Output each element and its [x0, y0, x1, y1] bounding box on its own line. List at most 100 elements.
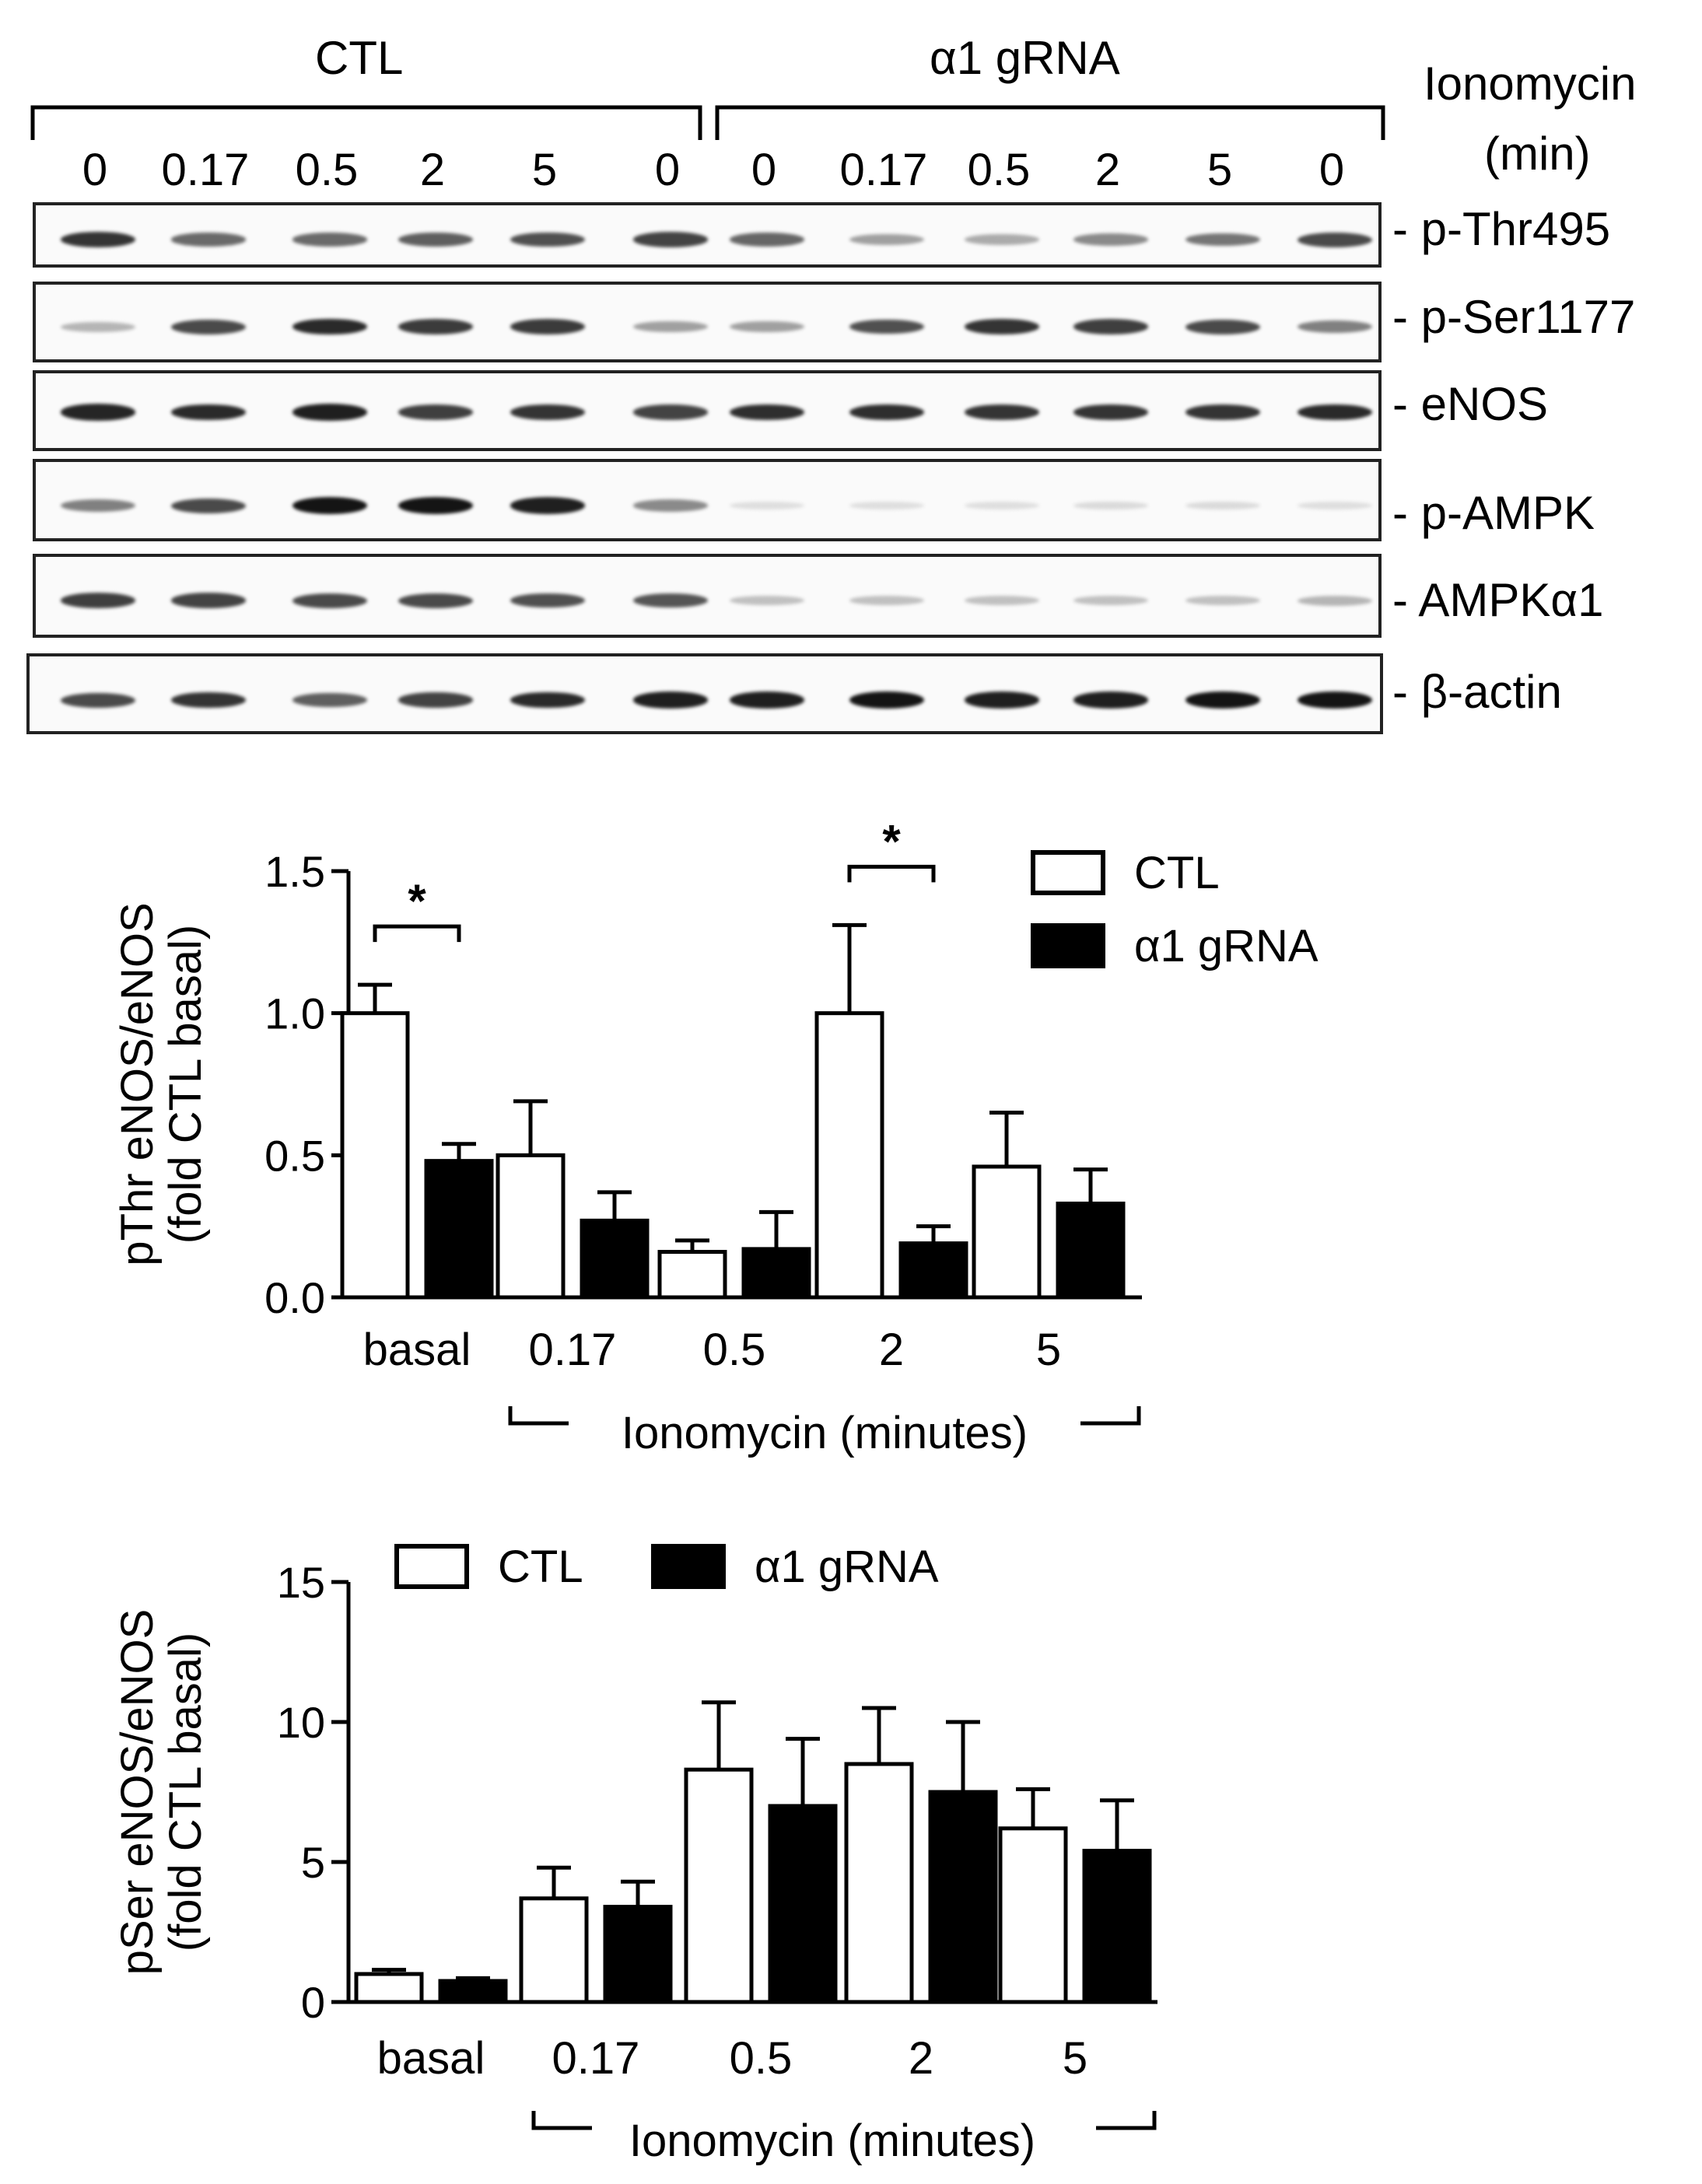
x-tick-label: 5	[1036, 1325, 1061, 1375]
blot-band	[1185, 501, 1260, 510]
blot-band	[61, 499, 135, 512]
bar	[496, 1153, 566, 1300]
x-group-bracket-right	[1080, 1406, 1141, 1426]
blot-band	[965, 595, 1039, 606]
blot-band	[171, 498, 246, 513]
blot-band	[1185, 691, 1260, 709]
lane-label: 0	[751, 145, 777, 195]
blot-band	[510, 691, 585, 709]
pthr-ylabel-sub: (fold CTL basal)	[160, 925, 211, 1244]
group-label-ctl: CTL	[315, 32, 404, 84]
legend-swatch	[651, 1544, 726, 1589]
blot-band	[633, 499, 708, 512]
blot-band	[398, 233, 473, 247]
bar	[898, 1241, 968, 1300]
bar	[844, 1762, 914, 2004]
blot-band	[730, 320, 804, 333]
x-tick-label: basal	[377, 2033, 485, 2084]
x-tick-label: 5	[1063, 2033, 1087, 2084]
blot-band	[1073, 691, 1148, 709]
y-tick-label: 0.5	[264, 1131, 325, 1180]
legend-label: α1 gRNA	[1134, 921, 1319, 971]
blot-band	[171, 691, 246, 709]
group-brackets	[30, 105, 1385, 140]
blot-band	[1185, 404, 1260, 421]
y-tick-label: 1.0	[264, 989, 325, 1038]
legend-label: CTL	[1134, 848, 1220, 898]
x-group-bracket-left	[531, 2111, 592, 2130]
legend-swatch	[1031, 850, 1105, 895]
bar	[684, 1767, 754, 2004]
blot-band	[398, 404, 473, 420]
treatment-label: Ionomycin	[1424, 58, 1637, 110]
blot-band	[965, 691, 1039, 709]
pthr-ylabel: pThr eNOS/eNOS	[112, 902, 163, 1265]
lane-label: 0.5	[967, 145, 1031, 195]
pthr-legend: CTL α1 gRNA	[1031, 848, 1319, 971]
blot-band	[965, 234, 1039, 245]
y-tick-label: 15	[277, 1558, 325, 1607]
pser-ylabel-sub: (fold CTL basal)	[160, 1633, 211, 1951]
bar	[657, 1250, 727, 1300]
blot-band	[398, 692, 473, 708]
blot-band	[1073, 595, 1148, 606]
blot-band	[1298, 595, 1372, 606]
blot-band	[730, 691, 804, 709]
blot-band	[849, 501, 924, 510]
blot-strip	[33, 370, 1382, 451]
lane-label: 0	[82, 145, 108, 195]
bar	[768, 1804, 838, 2004]
blot-band	[965, 501, 1039, 510]
blot-band	[61, 593, 135, 608]
treatment-unit-label: (min)	[1484, 128, 1591, 180]
x-tick-label: 2	[879, 1325, 904, 1375]
protein-label: - β-actin	[1392, 666, 1562, 718]
blot-band	[171, 404, 246, 421]
x-tick-label: 0.17	[529, 1325, 617, 1375]
blot-band	[510, 593, 585, 608]
blot-band	[1298, 232, 1372, 247]
blot-band	[171, 319, 246, 334]
blot-band	[730, 501, 804, 510]
y-tick-label: 1.5	[264, 847, 325, 896]
blot-band	[292, 497, 367, 514]
blot-band	[633, 691, 708, 709]
blot-strip	[33, 459, 1382, 541]
pser-bars	[354, 1700, 1152, 2004]
y-tick-label: 0.0	[264, 1273, 325, 1322]
x-tick-label: 0.5	[703, 1325, 766, 1375]
blot-band	[633, 232, 708, 247]
blot-band	[1185, 233, 1260, 247]
blot-band	[849, 233, 924, 246]
blot-band	[292, 693, 367, 707]
blot-band	[61, 404, 135, 421]
blot-band	[965, 318, 1039, 335]
pser-legend: CTL α1 gRNA	[394, 1542, 939, 1592]
bar	[1056, 1201, 1126, 1300]
blot-band	[1073, 233, 1148, 246]
western-blot-panel: CTL α1 gRNA Ionomycin (min) 0 0.17 0.5 2 5 0 0…	[0, 0, 1702, 747]
legend-label: CTL	[498, 1542, 583, 1592]
lane-label: 0.17	[839, 145, 928, 195]
x-group-bracket-right	[1096, 2111, 1157, 2130]
y-tick-label: 5	[301, 1838, 325, 1887]
blot-band	[965, 404, 1039, 421]
blot-band	[1185, 319, 1260, 334]
blot-strip	[33, 202, 1382, 268]
x-tick-label: 0.5	[730, 2033, 793, 2084]
blot-band	[398, 319, 473, 334]
y-tick-label: 0	[301, 1978, 325, 2027]
blot-strip	[33, 282, 1382, 362]
lane-label: 5	[531, 145, 558, 195]
blot-band	[1073, 319, 1148, 334]
blot-band	[1073, 404, 1148, 421]
significance-marker: *	[882, 815, 901, 867]
blot-band	[1073, 501, 1148, 510]
blot-band	[510, 232, 585, 247]
pser-xgroup-label: Ionomycin (minutes)	[629, 2116, 1035, 2166]
blot-strip	[26, 653, 1383, 734]
blot-band	[61, 321, 135, 332]
blot-band	[292, 318, 367, 335]
significance-bracket	[847, 864, 936, 883]
bar	[519, 1896, 589, 2004]
